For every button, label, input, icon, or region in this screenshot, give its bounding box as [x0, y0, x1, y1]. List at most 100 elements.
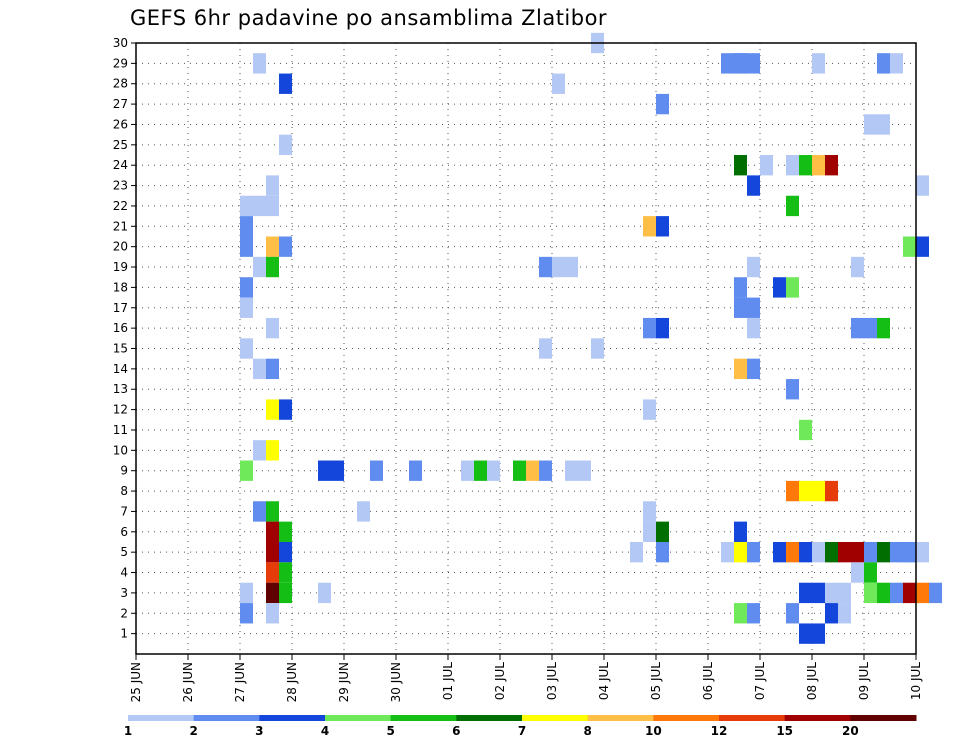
- y-tick-label: 8: [120, 484, 128, 498]
- data-cell: [812, 53, 825, 74]
- data-cell: [799, 419, 812, 441]
- data-cell: [240, 338, 253, 359]
- data-cell: [825, 603, 838, 624]
- data-cell: [864, 114, 877, 135]
- data-cell: [838, 603, 851, 624]
- colorbar: 1 2 3 4 5 6 7 8 10 12 15 20: [124, 715, 917, 738]
- data-cell: [240, 460, 253, 481]
- data-cell: [357, 501, 370, 522]
- data-cell: [266, 562, 279, 583]
- y-tick-label: 24: [113, 158, 128, 172]
- y-axis: 1234567891011121314151617181920212223242…: [113, 36, 136, 641]
- y-tick-label: 16: [113, 321, 128, 335]
- data-cell: [825, 480, 838, 502]
- data-cell: [643, 501, 656, 522]
- colorbar-segment: [850, 715, 917, 721]
- data-cell: [890, 541, 903, 563]
- colorbar-label: 10: [645, 724, 662, 738]
- data-cell: [487, 460, 500, 481]
- x-tick-label: 07 JUL: [753, 662, 767, 700]
- colorbar-label: 15: [776, 724, 793, 738]
- data-cell: [578, 460, 591, 481]
- data-cell: [851, 562, 864, 583]
- data-cell: [526, 460, 539, 481]
- y-tick-label: 23: [113, 179, 128, 193]
- colorbar-segment: [193, 715, 260, 721]
- y-tick-label: 27: [113, 97, 128, 111]
- data-cell: [266, 440, 279, 461]
- data-cell: [253, 501, 266, 522]
- colorbar-segment: [325, 715, 392, 721]
- data-cell: [734, 358, 747, 380]
- y-tick-label: 20: [113, 240, 128, 254]
- y-tick-label: 10: [113, 443, 128, 457]
- data-cell: [851, 541, 864, 563]
- data-cell: [656, 216, 669, 237]
- data-cell: [279, 521, 292, 542]
- data-cell: [812, 155, 825, 176]
- x-tick-label: 05 JUL: [649, 662, 663, 700]
- colorbar-label: 3: [255, 724, 263, 738]
- data-cell: [643, 521, 656, 542]
- x-axis: 25 JUN 26 JUN 27 JUN 28 JUN 29 JUN 30 JUN 01 J…: [129, 654, 923, 702]
- colorbar-segment: [128, 715, 195, 721]
- y-tick-label: 26: [113, 117, 128, 131]
- colorbar-segment: [587, 715, 654, 721]
- data-cell: [240, 277, 253, 298]
- y-tick-label: 29: [113, 56, 128, 70]
- data-cell: [591, 338, 604, 359]
- data-cell: [799, 155, 812, 176]
- y-tick-label: 28: [113, 77, 128, 91]
- data-cell: [734, 155, 747, 176]
- y-tick-label: 19: [113, 260, 128, 274]
- y-tick-label: 14: [113, 362, 128, 376]
- data-cell: [786, 603, 799, 624]
- data-cell: [253, 256, 266, 278]
- data-cell: [747, 297, 760, 318]
- colorbar-label: 1: [124, 724, 132, 738]
- x-tick-label: 09 JUL: [857, 662, 871, 700]
- data-cell: [331, 460, 344, 481]
- data-cell: [266, 399, 279, 420]
- data-cell: [773, 541, 786, 563]
- data-cell: [643, 399, 656, 420]
- data-cell: [877, 582, 890, 604]
- data-cell: [799, 480, 812, 502]
- data-cell: [903, 582, 916, 604]
- data-cell: [253, 358, 266, 380]
- y-tick-label: 3: [120, 586, 128, 600]
- data-cell: [786, 541, 799, 563]
- data-cell: [266, 603, 279, 624]
- y-tick-label: 5: [120, 545, 128, 559]
- data-cell: [279, 562, 292, 583]
- data-cell: [838, 582, 851, 604]
- colorbar-segment: [784, 715, 851, 721]
- colorbar-label: 8: [583, 724, 591, 738]
- data-cell: [786, 155, 799, 176]
- data-cell: [721, 53, 734, 74]
- y-tick-label: 1: [120, 627, 128, 641]
- y-tick-label: 25: [113, 138, 128, 152]
- data-cell: [799, 582, 812, 604]
- data-cell: [747, 603, 760, 624]
- data-cell: [734, 603, 747, 624]
- data-cell: [916, 541, 929, 563]
- data-cell: [734, 53, 747, 74]
- x-tick-label: 29 JUN: [337, 662, 351, 702]
- colorbar-label: 5: [386, 724, 394, 738]
- data-cell: [253, 195, 266, 217]
- x-tick-label: 03 JUL: [545, 662, 559, 700]
- data-cell: [786, 480, 799, 502]
- data-cell: [786, 379, 799, 400]
- data-cell: [279, 134, 292, 156]
- data-cell: [747, 358, 760, 380]
- x-tick-label: 26 JUN: [181, 662, 195, 702]
- colorbar-segment: [719, 715, 786, 721]
- data-cell: [279, 541, 292, 563]
- y-tick-label: 18: [113, 280, 128, 294]
- x-tick-label: 04 JUL: [597, 662, 611, 700]
- data-cell: [786, 277, 799, 298]
- y-tick-label: 12: [113, 403, 128, 417]
- data-cell: [825, 582, 838, 604]
